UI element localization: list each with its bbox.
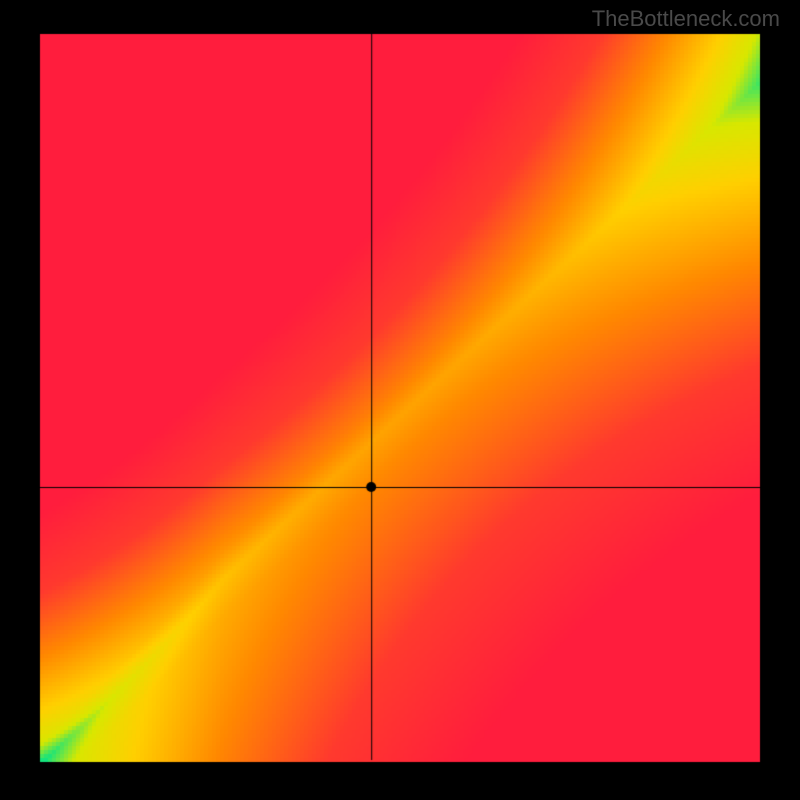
bottleneck-heatmap <box>0 0 800 800</box>
watermark-text: TheBottleneck.com <box>592 6 780 32</box>
